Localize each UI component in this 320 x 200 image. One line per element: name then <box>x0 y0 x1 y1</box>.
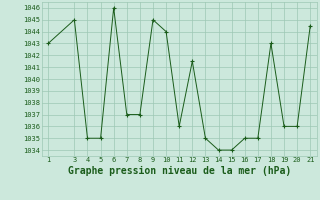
X-axis label: Graphe pression niveau de la mer (hPa): Graphe pression niveau de la mer (hPa) <box>68 166 291 176</box>
